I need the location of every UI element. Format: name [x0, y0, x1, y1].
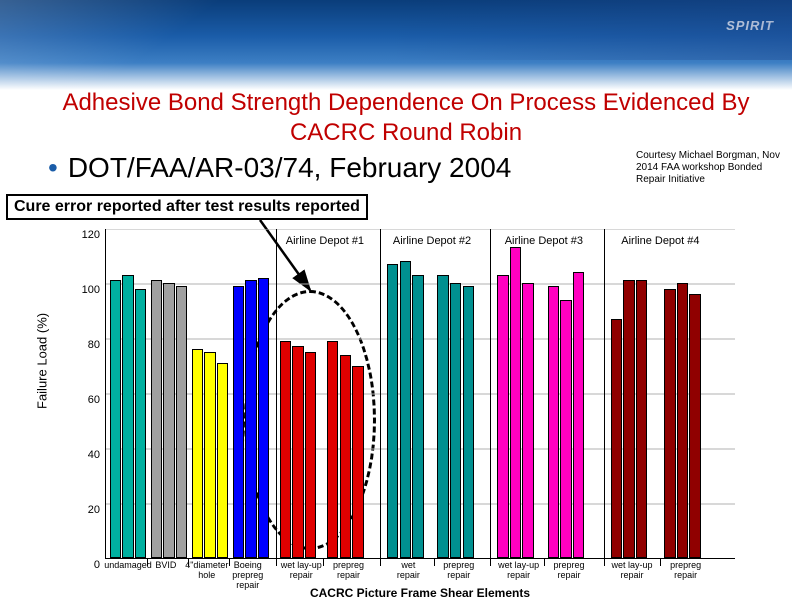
bar: [340, 355, 351, 559]
group-separator: [380, 229, 381, 558]
chart-container: Failure Load (%) Airline Depot #1Airline…: [50, 224, 750, 594]
courtesy-note: Courtesy Michael Borgman, Nov 2014 FAA w…: [636, 150, 786, 186]
category-separator: [604, 558, 605, 566]
bar: [327, 341, 338, 558]
category-separator: [323, 558, 324, 566]
ytick-label: 80: [88, 339, 100, 351]
ytick-label: 20: [88, 504, 100, 516]
x-category-label: wet lay-up repair: [612, 561, 653, 581]
group-label: Airline Depot #1: [286, 235, 364, 247]
header-banner: SPIRIT: [0, 0, 792, 90]
category-separator: [660, 558, 661, 566]
x-category-label: 4"diameter hole: [185, 561, 228, 581]
ytick-label: 100: [82, 284, 100, 296]
bar: [400, 261, 411, 558]
plot-area: Airline Depot #1 Airline Depot #2 Airline …: [105, 229, 735, 559]
bar: [677, 283, 688, 558]
group-separator: [490, 229, 491, 558]
group-separator: [604, 229, 605, 558]
logo-text: SPIRIT: [726, 18, 774, 33]
category-separator: [490, 558, 491, 566]
bar: [245, 280, 256, 558]
ytick-label: 0: [94, 559, 100, 571]
bar: [176, 286, 187, 558]
x-category-label: undamaged: [104, 561, 152, 571]
ytick-label: 40: [88, 449, 100, 461]
bar: [497, 275, 508, 558]
x-category-label: prepreg repair: [670, 561, 701, 581]
bar: [412, 275, 423, 558]
bar: [689, 294, 700, 558]
category-separator: [188, 558, 189, 566]
bar: [623, 280, 634, 558]
group-label: Airline Depot #2: [393, 235, 471, 247]
group-label: Airline Depot #3: [505, 235, 583, 247]
bar: [611, 319, 622, 558]
y-axis-label: Failure Load (%): [35, 313, 50, 409]
bar: [280, 341, 291, 558]
bar: [560, 300, 571, 559]
x-category-label: prepreg repair: [554, 561, 585, 581]
bar: [573, 272, 584, 558]
bar: [135, 289, 146, 559]
category-separator: [229, 558, 230, 566]
bar: [292, 346, 303, 558]
bar: [110, 280, 121, 558]
subtitle: DOT/FAA/AR-03/74, February 2004: [68, 152, 512, 184]
x-category-label: BVID: [155, 561, 176, 571]
group-separator: [276, 229, 277, 558]
bar: [192, 349, 203, 558]
bar: [258, 278, 269, 559]
ytick-label: 120: [82, 229, 100, 241]
category-separator: [380, 558, 381, 566]
x-category-label: prepreg repair: [333, 561, 364, 581]
bar: [387, 264, 398, 558]
bar: [163, 283, 174, 558]
bar: [217, 363, 228, 558]
chart-caption: CACRC Picture Frame Shear Elements: [105, 586, 735, 600]
bar: [122, 275, 133, 558]
ytick-label: 60: [88, 394, 100, 406]
bar: [305, 352, 316, 558]
bar: [233, 286, 244, 558]
x-category-label: wet repair: [397, 561, 420, 581]
x-category-label: wet lay-up repair: [281, 561, 322, 581]
x-category-label: prepreg repair: [443, 561, 474, 581]
bar: [522, 283, 533, 558]
bars-layer: [106, 229, 735, 558]
category-separator: [544, 558, 545, 566]
bar: [450, 283, 461, 558]
category-separator: [434, 558, 435, 566]
bullet-icon: •: [48, 152, 58, 184]
group-label: Airline Depot #4: [621, 235, 699, 247]
slide-title: Adhesive Bond Strength Dependence On Pro…: [40, 88, 772, 148]
bar: [437, 275, 448, 558]
category-separator: [147, 558, 148, 566]
bar: [151, 280, 162, 558]
callout-box: Cure error reported after test results r…: [6, 194, 368, 220]
bar: [204, 352, 215, 558]
category-separator: [276, 558, 277, 566]
bar: [548, 286, 559, 558]
bar: [636, 280, 647, 558]
bar: [510, 247, 521, 558]
bar: [664, 289, 675, 559]
bar: [463, 286, 474, 558]
x-category-label: wet lay-up repair: [498, 561, 539, 581]
bar: [352, 366, 363, 559]
